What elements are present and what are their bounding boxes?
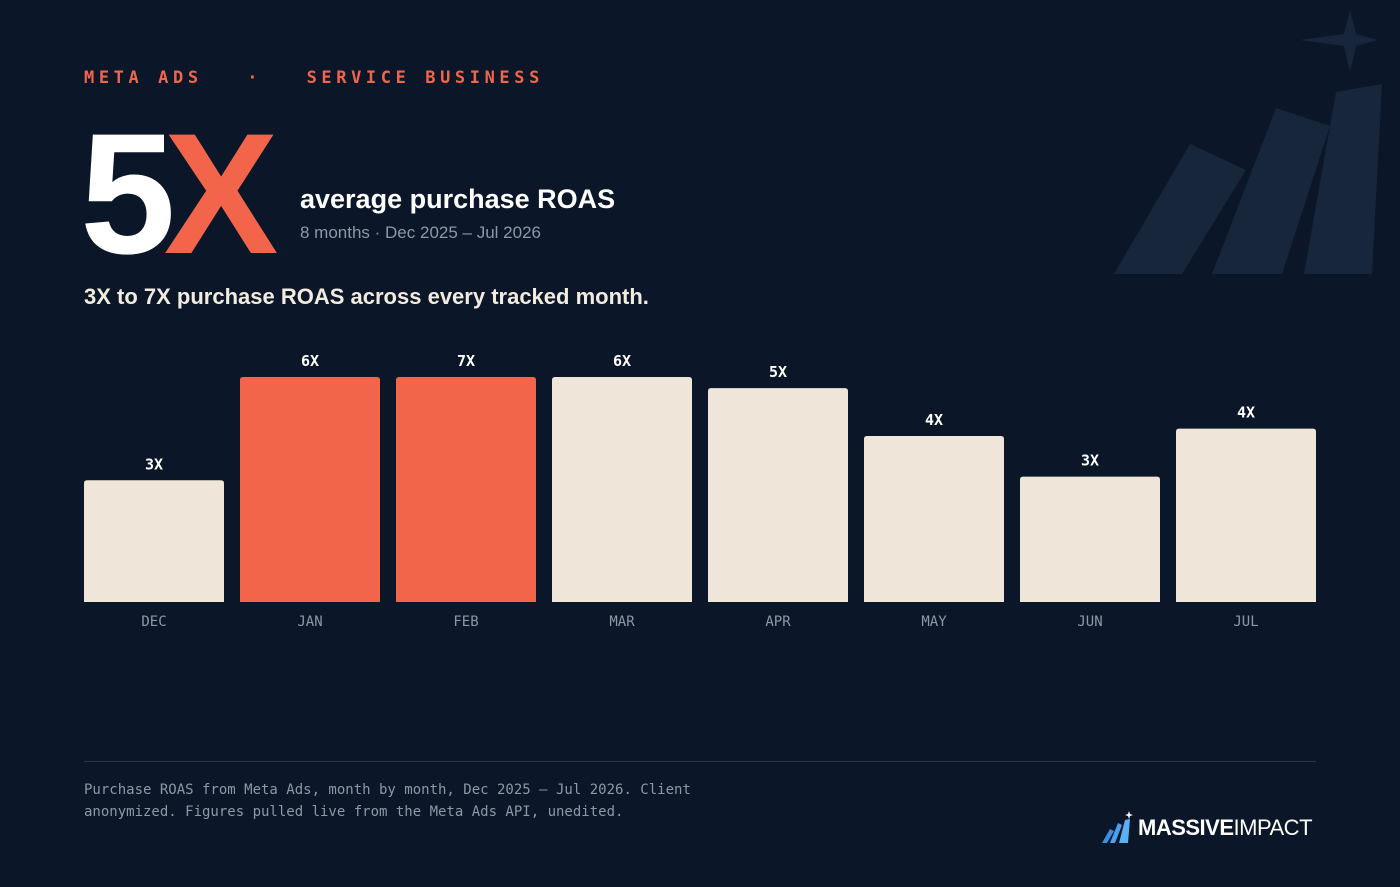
x-tick-dec: DEC bbox=[141, 614, 166, 630]
footer-divider bbox=[84, 761, 1316, 762]
bar-dec bbox=[84, 480, 224, 602]
data-label-may: 4X bbox=[925, 411, 943, 429]
hero-suffix: X bbox=[163, 98, 279, 290]
bar-feb bbox=[396, 377, 536, 602]
bar-may bbox=[864, 436, 1004, 602]
x-tick-jul: JUL bbox=[1233, 614, 1258, 630]
eyebrow-separator: · bbox=[247, 68, 263, 88]
eyebrow-platform: META ADS bbox=[84, 68, 203, 88]
x-tick-mar: MAR bbox=[609, 614, 635, 630]
x-tick-may: MAY bbox=[921, 614, 947, 630]
x-tick-jan: JAN bbox=[297, 614, 322, 630]
bar-mar bbox=[552, 377, 692, 602]
decorative-bars-graphic bbox=[1114, 10, 1382, 274]
eyebrow-segment: SERVICE BUSINESS bbox=[306, 68, 544, 88]
x-tick-apr: APR bbox=[765, 614, 791, 630]
hero-title: average purchase ROAS bbox=[300, 184, 616, 214]
bar-jan bbox=[240, 377, 380, 602]
data-label-apr: 5X bbox=[769, 363, 787, 381]
brand-logo-text: MASSIVEIMPACT bbox=[1138, 815, 1313, 840]
data-label-jan: 6X bbox=[301, 352, 319, 370]
data-label-jun: 3X bbox=[1081, 452, 1099, 470]
footer-note: Purchase ROAS from Meta Ads, month by mo… bbox=[84, 782, 691, 820]
data-label-dec: 3X bbox=[145, 455, 163, 473]
x-tick-feb: FEB bbox=[453, 614, 478, 630]
hero-number: 5 bbox=[80, 98, 176, 290]
bar-jun bbox=[1020, 476, 1160, 602]
bar-chart-spark-icon bbox=[1102, 811, 1133, 843]
bar-apr bbox=[708, 388, 848, 602]
eyebrow: META ADS · SERVICE BUSINESS bbox=[84, 68, 544, 88]
data-label-mar: 6X bbox=[613, 352, 631, 370]
star-burst-icon bbox=[1300, 10, 1378, 72]
x-tick-jun: JUN bbox=[1077, 614, 1102, 630]
brand-logo: MASSIVEIMPACT bbox=[1100, 810, 1313, 846]
bar-jul bbox=[1176, 428, 1316, 602]
data-label-feb: 7X bbox=[457, 352, 475, 370]
chart-headline: 3X to 7X purchase ROAS across every trac… bbox=[84, 284, 649, 309]
hero-metric: 5X bbox=[80, 108, 278, 280]
hero-subtitle: 8 months · Dec 2025 – Jul 2026 bbox=[300, 223, 541, 242]
data-label-jul: 4X bbox=[1237, 404, 1255, 422]
